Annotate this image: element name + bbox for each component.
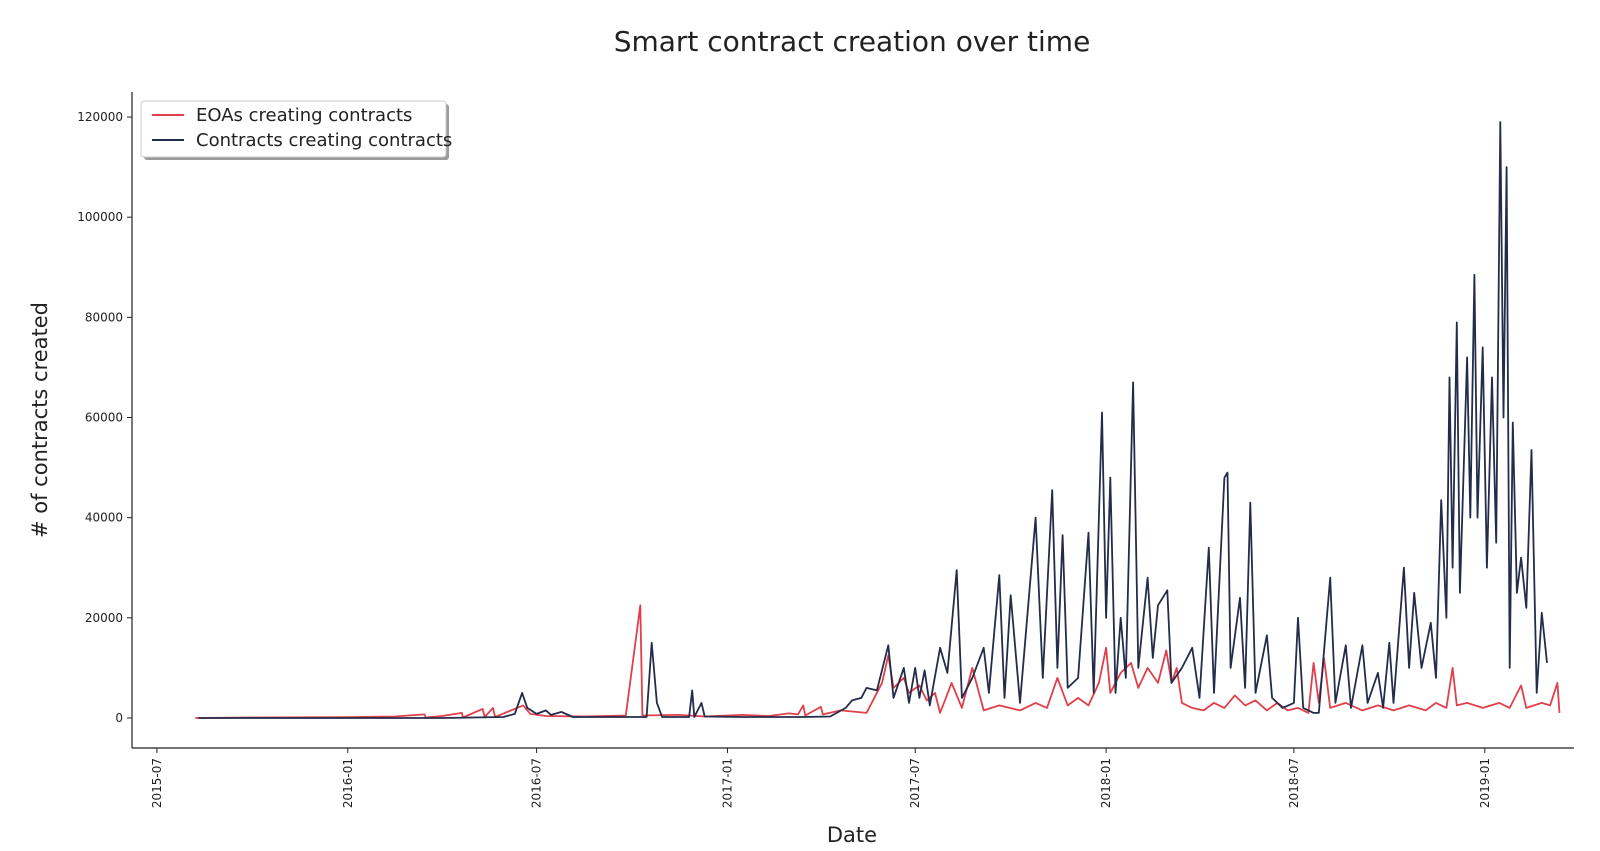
y-tick-label: 80000 (85, 310, 123, 324)
chart-title: Smart contract creation over time (614, 25, 1091, 58)
x-tick-label: 2017-07 (908, 758, 922, 808)
x-tick-label: 2016-07 (530, 758, 544, 808)
x-tick-label: 2019-01 (1478, 758, 1492, 808)
y-ticks: 0 20000 40000 60000 80000 100000 120000 (77, 110, 132, 725)
x-tick-label: 2015-07 (150, 758, 164, 808)
x-ticks: 2015-07 2016-01 2016-07 2017-01 2017-07 2018-… (150, 748, 1492, 808)
legend: EOAs creating contracts Contracts creati… (140, 100, 452, 160)
y-tick-label: 120000 (77, 110, 123, 124)
y-tick-label: 100000 (77, 210, 123, 224)
x-tick-label: 2016-01 (341, 758, 355, 808)
plot-area: 2015-07 2016-01 2016-07 2017-01 2017-07 2018-… (77, 92, 1574, 808)
x-axis-label: Date (827, 823, 877, 847)
y-tick-label: 60000 (85, 410, 123, 424)
y-tick-label: 0 (115, 711, 123, 725)
series-line-contracts (198, 121, 1548, 719)
x-tick-label: 2017-01 (720, 758, 734, 808)
legend-label-eoa: EOAs creating contracts (196, 105, 412, 126)
series-layer (195, 121, 1561, 719)
legend-label-contracts: Contracts creating contracts (196, 130, 452, 151)
y-tick-label: 40000 (85, 511, 123, 525)
x-tick-label: 2018-01 (1099, 758, 1113, 808)
y-tick-label: 20000 (85, 611, 123, 625)
legend-box (140, 100, 447, 158)
series-line-eoa (195, 604, 1561, 719)
y-axis-label: # of contracts created (28, 302, 52, 538)
x-tick-label: 2018-07 (1287, 758, 1301, 808)
